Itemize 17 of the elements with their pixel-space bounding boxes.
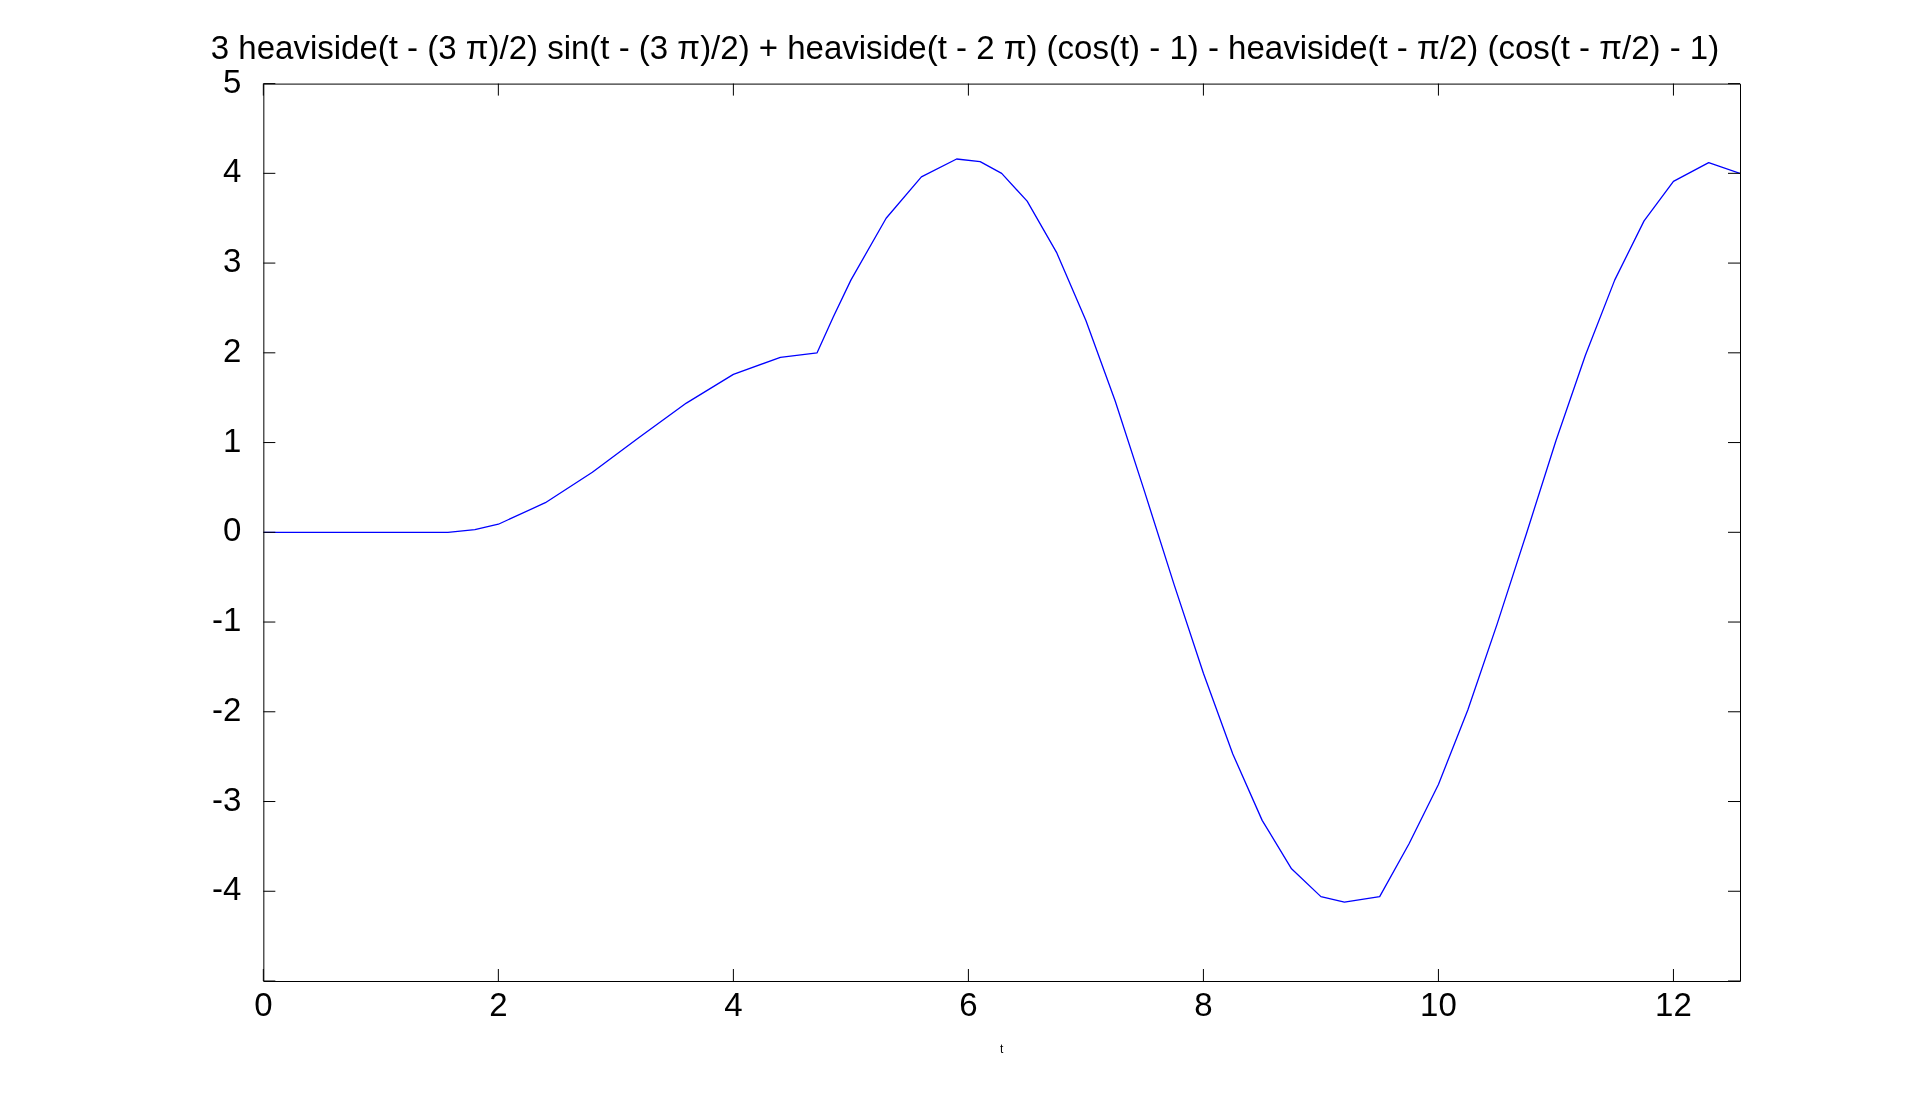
- y-tick-label: 1: [222, 421, 242, 459]
- y-tick-label: 0: [222, 511, 242, 549]
- y-tick-label: -4: [212, 870, 242, 908]
- x-tick-label: 2: [489, 985, 508, 1023]
- x-axis-title: t: [1000, 1042, 1004, 1057]
- x-tick-label: 4: [724, 985, 743, 1023]
- x-tick-label: 8: [1194, 985, 1213, 1023]
- y-tick-label: 2: [222, 331, 242, 369]
- y-tick-label: -3: [212, 780, 242, 818]
- x-tick-label: 6: [959, 985, 978, 1023]
- y-tick-label: 4: [222, 152, 242, 190]
- x-tick-label: 10: [1420, 985, 1457, 1023]
- x-tick-label: 12: [1655, 985, 1692, 1023]
- y-tick-label: -1: [212, 601, 242, 639]
- x-tick-label: 0: [254, 985, 273, 1023]
- y-tick-label: -2: [212, 690, 242, 728]
- y-tick-label: 3: [222, 242, 242, 280]
